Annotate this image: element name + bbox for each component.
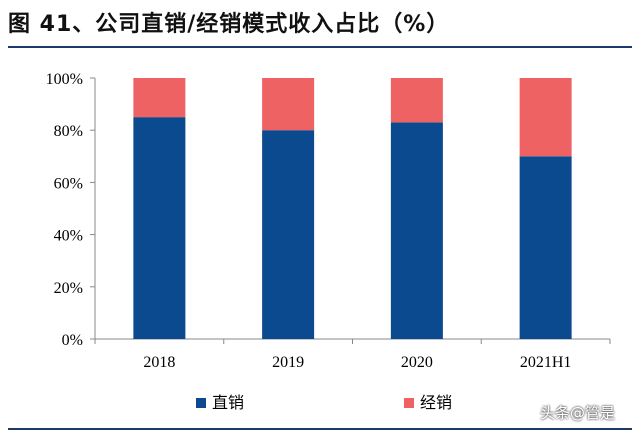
- legend-swatch-distributor: [404, 398, 414, 408]
- bottom-divider: [8, 428, 632, 430]
- y-tick-label: 60%: [54, 175, 83, 192]
- y-axis-labels: 0% 20% 40% 60% 80% 100%: [46, 71, 83, 349]
- legend-swatch-direct: [196, 398, 206, 408]
- x-axis-labels: 2018 2019 2020 2021H1: [143, 354, 571, 371]
- bar-segment-direct: [519, 156, 572, 339]
- y-tick-label: 100%: [46, 71, 83, 88]
- bar-segment-distributor: [133, 78, 186, 118]
- chart-legend: 直销 经销: [196, 393, 452, 412]
- y-tick-label: 0%: [62, 332, 83, 349]
- bar-segment-direct: [262, 130, 315, 339]
- y-tick-label: 40%: [54, 228, 83, 245]
- y-tick-label: 80%: [54, 123, 83, 140]
- bar-segment-distributor: [262, 78, 315, 131]
- bar-segment-direct: [390, 122, 443, 340]
- title-divider: [8, 46, 632, 48]
- x-tick-label: 2021H1: [520, 354, 572, 371]
- legend-label-distributor: 经销: [420, 393, 452, 412]
- y-tick-label: 20%: [54, 280, 83, 297]
- bar-segment-distributor: [519, 78, 572, 157]
- legend-label-direct: 直销: [212, 393, 244, 412]
- x-tick-label: 2018: [143, 354, 175, 371]
- watermark: 头条@管是: [540, 404, 616, 422]
- chart-bars: [133, 78, 572, 340]
- chart-title: 图 41、公司直销/经销模式收入占比（%）: [8, 12, 450, 37]
- bar-segment-distributor: [390, 78, 443, 123]
- bar-segment-direct: [133, 117, 186, 340]
- x-tick-label: 2020: [401, 354, 433, 371]
- x-tick-label: 2019: [272, 354, 304, 371]
